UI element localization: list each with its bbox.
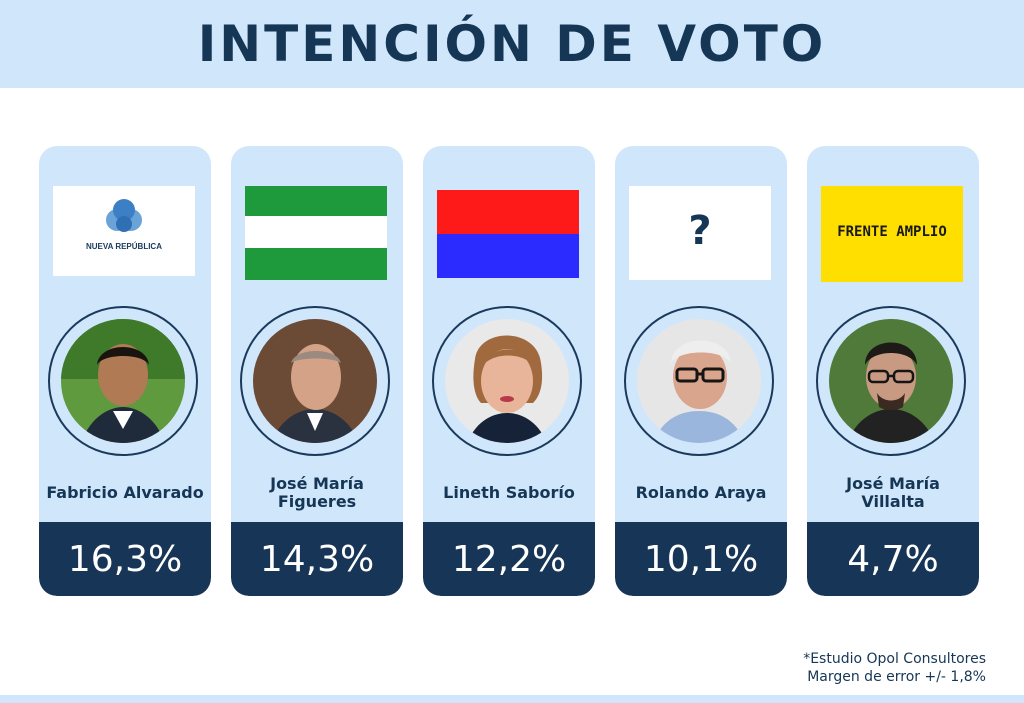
footnote-margin: Margen de error +/- 1,8%	[807, 669, 986, 685]
candidate-name-line: José María	[270, 474, 364, 493]
vote-value-bar: 14,3%	[231, 522, 403, 596]
vote-value-label: 4,7%	[847, 538, 939, 580]
candidate-photo	[253, 319, 377, 443]
candidate-photo-frame	[816, 306, 966, 456]
candidate-name-line: Villalta	[861, 492, 925, 511]
party-logo-nueva-republica: NUEVA REPÚBLICA	[53, 186, 195, 276]
candidate-card: José María Figueres 14,3%	[231, 146, 403, 596]
candidate-photo-frame	[240, 306, 390, 456]
candidate-card: Lineth Saborío 12,2%	[423, 146, 595, 596]
vote-value-bar: 4,7%	[807, 522, 979, 596]
candidate-photo	[829, 319, 953, 443]
candidate-photo	[637, 319, 761, 443]
vote-value-bar: 12,2%	[423, 522, 595, 596]
vote-value-bar: 16,3%	[39, 522, 211, 596]
candidate-name: José María Villalta	[807, 468, 979, 518]
candidate-name: José María Figueres	[231, 468, 403, 518]
nueva-republica-logo-icon	[106, 199, 142, 232]
candidate-photo-frame	[432, 306, 582, 456]
candidate-name: Fabricio Alvarado	[39, 468, 211, 518]
vote-value-label: 10,1%	[643, 538, 759, 580]
candidate-name-line: Rolando Araya	[635, 483, 767, 502]
flag-icon	[245, 186, 387, 280]
candidate-name-line: Fabricio Alvarado	[46, 483, 204, 502]
frente-amplio-label: FRENTE AMPLIO	[837, 224, 947, 240]
question-mark-icon: ?	[688, 208, 712, 254]
candidate-name-line: José María	[846, 474, 940, 493]
candidate-card: ? Rolando Araya 10,1%	[615, 146, 787, 596]
footer-band	[0, 695, 1024, 703]
candidate-photo-frame	[48, 306, 198, 456]
flag-icon	[437, 190, 579, 278]
candidate-card: NUEVA REPÚBLICA Fabricio Alvarado 16,3%	[39, 146, 211, 596]
page-title: INTENCIÓN DE VOTO	[197, 15, 827, 73]
candidate-name-line: Lineth Saborío	[443, 483, 575, 502]
candidate-name: Rolando Araya	[615, 468, 787, 518]
vote-value-label: 12,2%	[451, 538, 567, 580]
vote-value-bar: 10,1%	[615, 522, 787, 596]
party-flag-green-white-green	[245, 186, 387, 280]
vote-value-label: 16,3%	[67, 538, 183, 580]
vote-value-label: 14,3%	[259, 538, 375, 580]
candidate-name: Lineth Saborío	[423, 468, 595, 518]
footnote-source: *Estudio Opol Consultores	[803, 651, 986, 667]
candidate-photo-frame	[624, 306, 774, 456]
party-flag-red-blue	[437, 186, 579, 278]
party-logo-frente-amplio: FRENTE AMPLIO	[821, 186, 963, 282]
candidate-photo	[61, 319, 185, 443]
party-logo-unknown: ?	[629, 186, 771, 280]
candidate-name-line: Figueres	[277, 492, 357, 511]
source-footnote: *Estudio Opol Consultores Margen de erro…	[803, 650, 986, 686]
candidate-card: FRENTE AMPLIO José María Villalta 4,7%	[807, 146, 979, 596]
candidate-photo	[445, 319, 569, 443]
nueva-republica-label: NUEVA REPÚBLICA	[85, 242, 162, 251]
header-band: INTENCIÓN DE VOTO	[0, 0, 1024, 88]
